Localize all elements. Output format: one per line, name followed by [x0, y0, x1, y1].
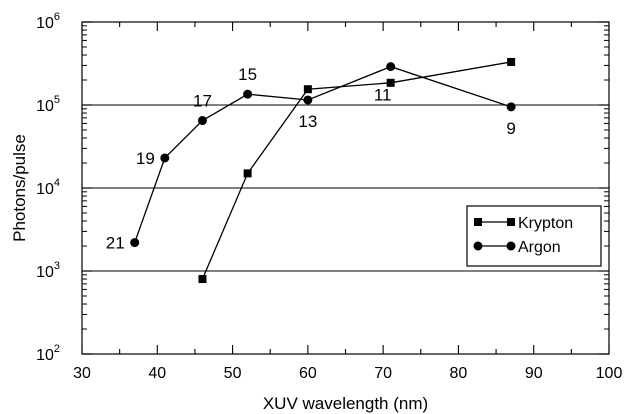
x-tick-label: 50 [224, 365, 242, 382]
legend: Krypton Argon [466, 205, 602, 267]
x-tick-label: 80 [450, 365, 468, 382]
krypton-point [386, 78, 395, 87]
x-tick-label: 60 [299, 365, 317, 382]
y-tick-label: 103 [36, 260, 60, 281]
argon-line [134, 65, 512, 243]
legend-argon-marker-left [473, 241, 483, 251]
y-tick-label: 105 [36, 94, 60, 115]
y-tick-label: 102 [36, 343, 60, 364]
harmonic-order-label: 13 [298, 112, 317, 131]
legend-argon-marker-right [506, 241, 516, 251]
krypton-point [507, 57, 516, 66]
x-tick-label: 40 [148, 365, 166, 382]
legend-krypton-marker-right [507, 218, 515, 226]
tick-labels: 102 103 104 105 106 30 40 50 60 70 80 90 100 [36, 11, 622, 382]
y-tick-label: 104 [36, 177, 60, 198]
harmonic-order-label: 15 [238, 65, 257, 84]
krypton-point [243, 169, 252, 178]
series [130, 57, 516, 284]
harmonic-order-label: 11 [374, 86, 392, 105]
plot-frame [81, 21, 610, 355]
krypton-point [198, 275, 207, 284]
argon-point [197, 116, 207, 126]
argon-point [130, 238, 140, 248]
x-tick-label: 90 [525, 365, 543, 382]
argon-point [386, 62, 396, 72]
argon-point [303, 95, 313, 105]
argon-point [243, 89, 253, 99]
argon-point [506, 102, 516, 112]
gridlines [82, 104, 609, 272]
legend-argon-label: Argon [518, 239, 561, 256]
x-tick-label: 70 [374, 365, 392, 382]
x-tick-label: 30 [73, 365, 91, 382]
x-tick-label: 100 [596, 365, 623, 382]
harmonic-order-label: 19 [136, 149, 155, 168]
krypton-point [303, 85, 312, 94]
harmonic-order-label: 17 [193, 92, 212, 111]
legend-krypton-label: Krypton [518, 215, 573, 232]
harmonic-order-label: 9 [506, 119, 515, 138]
y-tick-label: 106 [36, 11, 60, 32]
harmonic-order-label: 21 [106, 234, 125, 253]
legend-box [466, 205, 602, 267]
x-axis-label: XUV wavelength (nm) [263, 394, 428, 413]
legend-krypton-marker-left [474, 218, 482, 226]
y-axis-label: Photons/pulse [10, 134, 29, 242]
point-annotations: 21 19 17 15 13 11 9 [106, 65, 516, 252]
axis-ticks [81, 21, 610, 355]
argon-point [160, 153, 170, 163]
